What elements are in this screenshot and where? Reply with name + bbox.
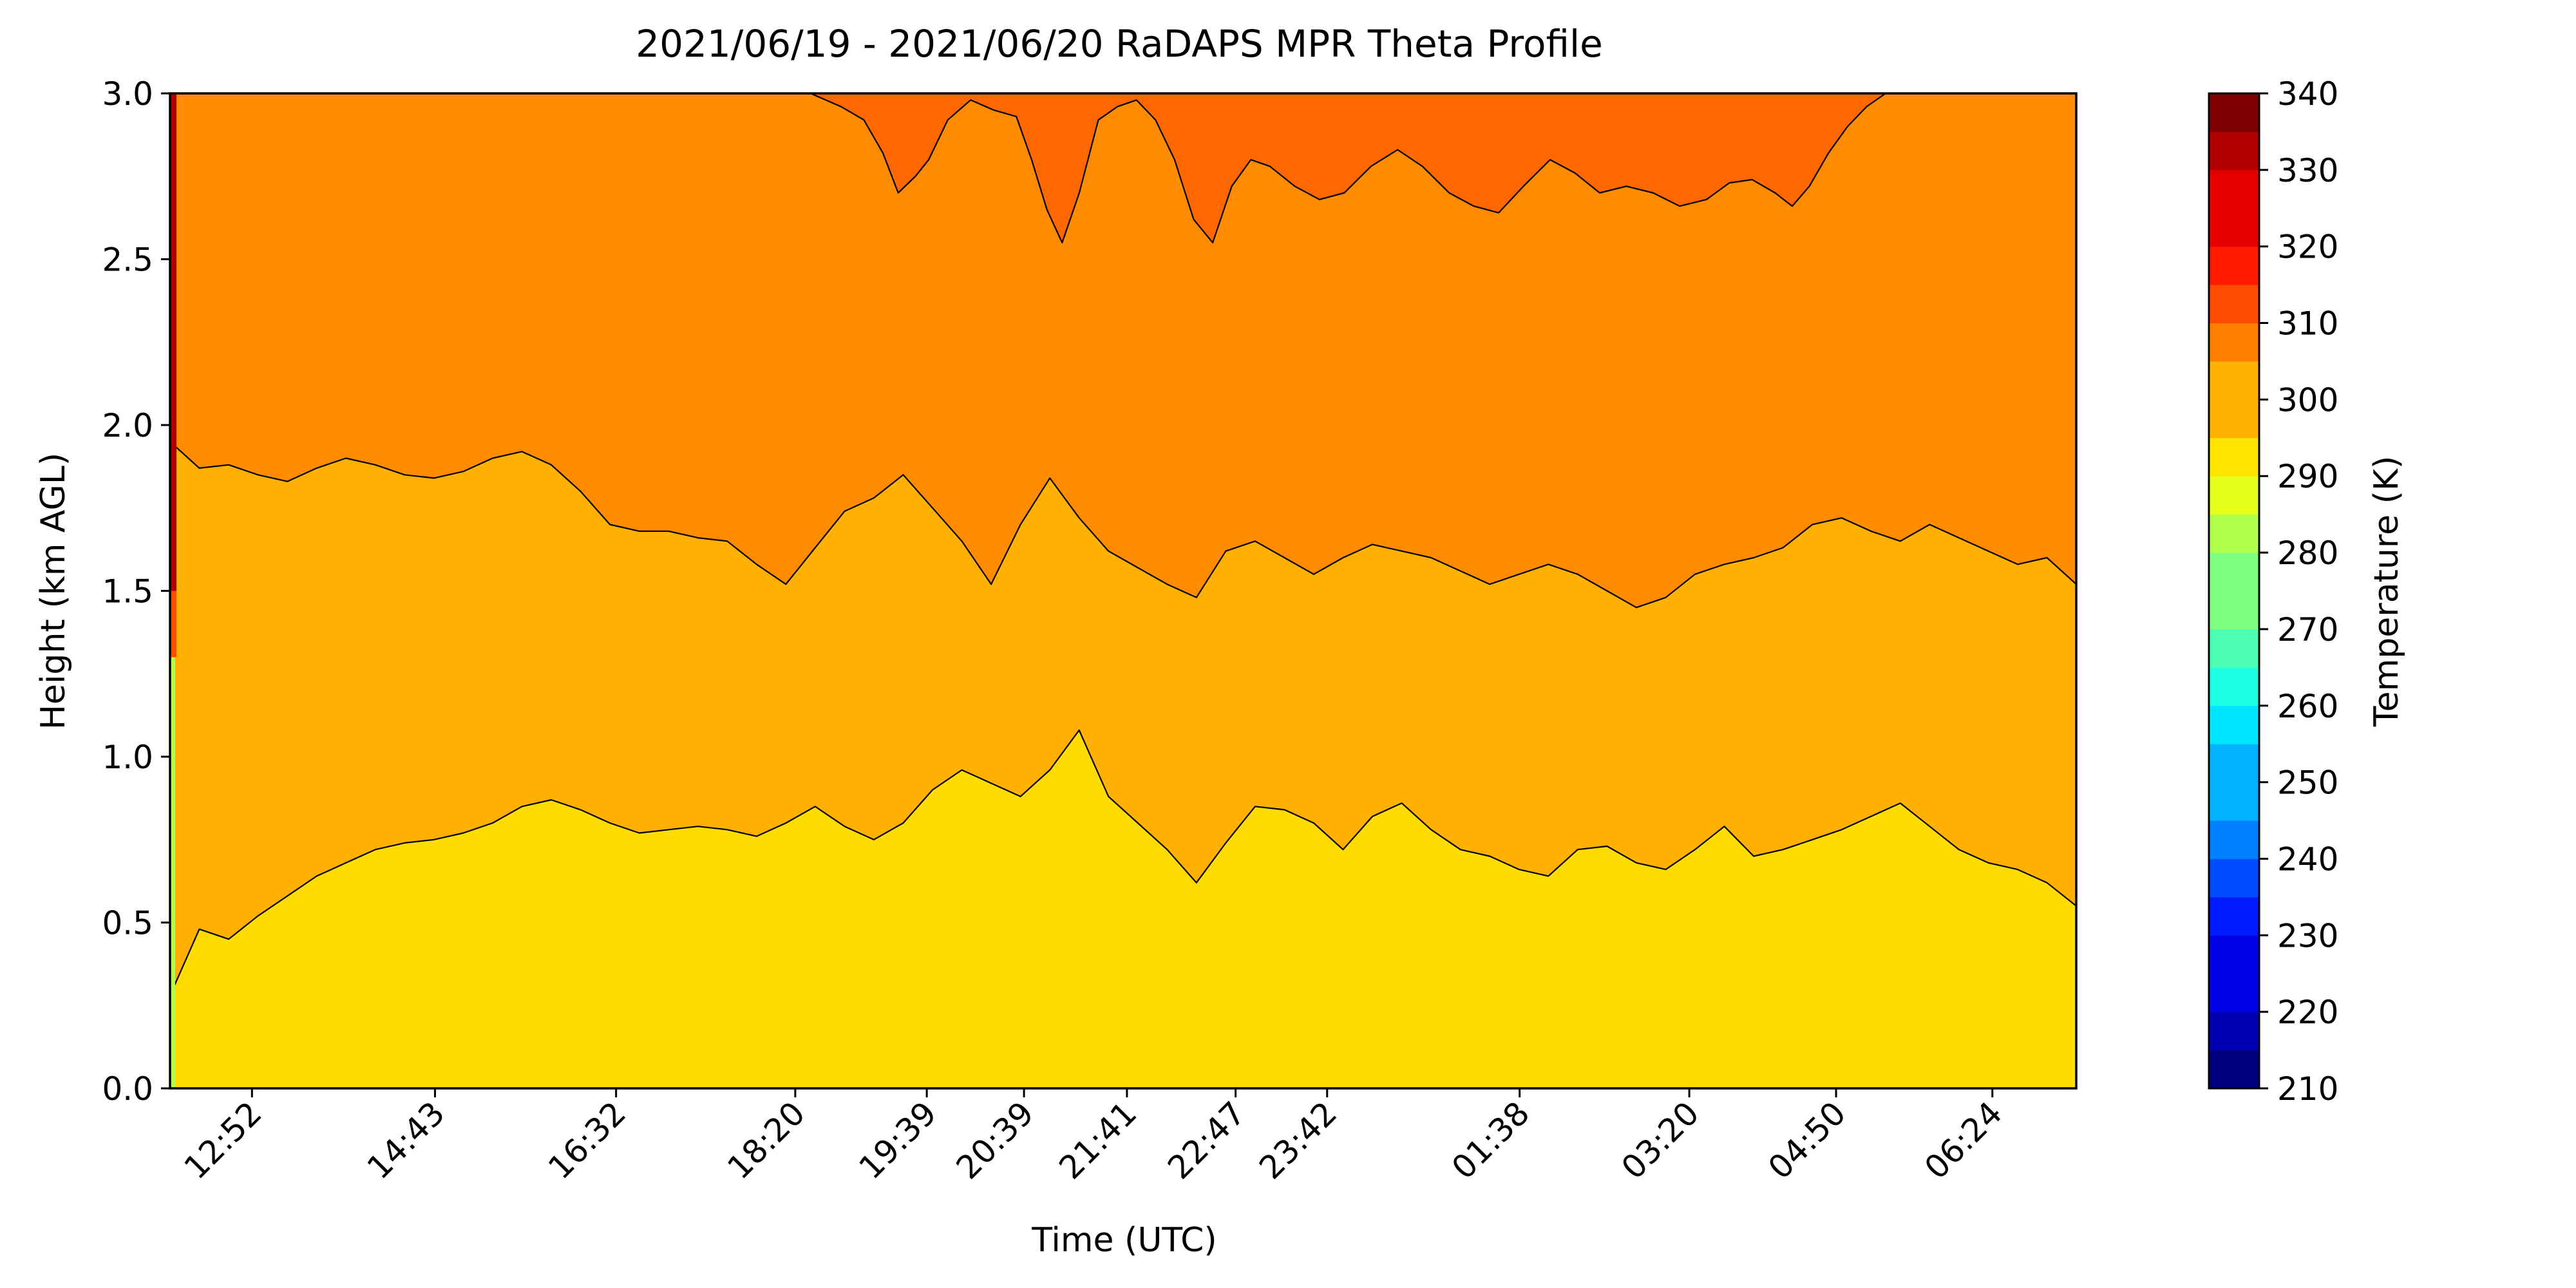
colorbar-tick-label: 340 xyxy=(2277,75,2338,113)
colorbar-segment xyxy=(2209,246,2259,285)
strip-upper xyxy=(170,93,176,591)
x-axis-label: Time (UTC) xyxy=(1031,1221,1217,1260)
y-tick-label: 3.0 xyxy=(102,75,153,113)
x-tick-label: 20:39 xyxy=(949,1094,1041,1186)
colorbar-segment xyxy=(2209,208,2259,247)
colorbar-segment xyxy=(2209,361,2259,400)
colorbar-segment xyxy=(2209,667,2259,706)
colorbar-segment xyxy=(2209,858,2259,898)
x-tick-label: 12:52 xyxy=(177,1094,269,1186)
colorbar-tick-label: 320 xyxy=(2277,229,2338,266)
colorbar-segment xyxy=(2209,705,2259,744)
colorbar-segment xyxy=(2209,323,2259,362)
colorbar-tick-label: 240 xyxy=(2277,840,2338,878)
band-295-300 xyxy=(170,730,2076,1088)
chart-title: 2021/06/19 - 2021/06/20 RaDAPS MPR Theta… xyxy=(636,22,1603,66)
colorbar-tick-label: 270 xyxy=(2277,611,2338,649)
contour-fill-layer xyxy=(170,93,2076,1088)
colorbar-segment xyxy=(2209,131,2259,171)
x-tick-label: 01:38 xyxy=(1444,1094,1537,1186)
colorbar-segment xyxy=(2209,553,2259,591)
colorbar-segment xyxy=(2209,782,2259,821)
colorbar-segment xyxy=(2209,93,2259,132)
x-tick-label: 14:43 xyxy=(360,1094,452,1186)
y-tick-label: 2.0 xyxy=(102,407,153,444)
x-tick-label: 06:24 xyxy=(1917,1094,2009,1186)
colorbar-segment xyxy=(2209,591,2259,630)
left-edge-strip xyxy=(170,93,176,1088)
x-tick-label: 23:42 xyxy=(1252,1094,1344,1186)
x-tick-label: 04:50 xyxy=(1761,1094,1853,1186)
colorbar-tick-label: 220 xyxy=(2277,994,2338,1031)
contour-line-310 xyxy=(810,92,2076,243)
colorbar-segment xyxy=(2209,514,2259,553)
contour-line-300 xyxy=(169,729,2077,996)
colorbar-frame xyxy=(2208,92,2260,1090)
colorbar-tick-label: 310 xyxy=(2277,305,2338,343)
y-tick-label: 2.5 xyxy=(102,242,153,279)
y-tick-label: 1.0 xyxy=(102,739,153,776)
x-tick-label: 18:20 xyxy=(720,1094,812,1186)
colorbar-tick-label: 300 xyxy=(2277,381,2338,419)
y-tick-label: 0.5 xyxy=(102,905,153,942)
colorbar-segment xyxy=(2209,820,2259,859)
y-axis: 0.0 0.5 1.0 1.5 2.0 2.5 3.0 xyxy=(102,75,170,1108)
colorbar-segment xyxy=(2209,169,2259,209)
colorbar-segment xyxy=(2209,935,2259,974)
colorbar-segment xyxy=(2209,744,2259,783)
y-tick-label: 1.5 xyxy=(102,573,153,611)
strip-lower xyxy=(170,657,175,1088)
colorbar: 210 220 230 240 250 260 270 280 290 300 310 320 330 3… xyxy=(2208,75,2338,1108)
y-axis-label: Height (km AGL) xyxy=(34,453,73,730)
colorbar-segment xyxy=(2209,399,2259,439)
band-310-315 xyxy=(810,93,2076,243)
x-axis: 12:52 14:43 16:32 18:20 19:39 20:39 21:41 22:47… xyxy=(177,1088,2009,1186)
colorbar-segment xyxy=(2209,896,2259,936)
colorbar-tick-label: 230 xyxy=(2277,917,2338,954)
colorbar-tick-label: 260 xyxy=(2277,688,2338,725)
colorbar-segment xyxy=(2209,285,2259,324)
colorbar-tick-label: 290 xyxy=(2277,458,2338,495)
colorbar-segment xyxy=(2209,1012,2259,1051)
colorbar-tick-label: 210 xyxy=(2277,1070,2338,1108)
x-tick-label: 19:39 xyxy=(852,1094,944,1186)
contour-line-305 xyxy=(169,440,2077,609)
contour-line-layer xyxy=(169,92,2077,996)
x-tick-label: 22:47 xyxy=(1160,1094,1253,1186)
x-tick-label: 16:32 xyxy=(541,1094,633,1186)
colorbar-segment xyxy=(2209,476,2259,515)
colorbar-tick-label: 250 xyxy=(2277,764,2338,802)
colorbar-segment xyxy=(2209,437,2259,477)
colorbar-segment xyxy=(2209,629,2259,668)
colorbar-tick-label: 280 xyxy=(2277,535,2338,572)
strip-middle xyxy=(170,591,176,658)
colorbar-segment xyxy=(2209,973,2259,1012)
colorbar-tick-label: 330 xyxy=(2277,152,2338,189)
colorbar-segment xyxy=(2209,1050,2259,1089)
x-tick-label: 03:20 xyxy=(1615,1094,1707,1186)
y-tick-label: 0.0 xyxy=(102,1070,153,1108)
x-tick-label: 21:41 xyxy=(1052,1094,1144,1186)
colorbar-label: Temperature (K) xyxy=(2367,456,2406,728)
